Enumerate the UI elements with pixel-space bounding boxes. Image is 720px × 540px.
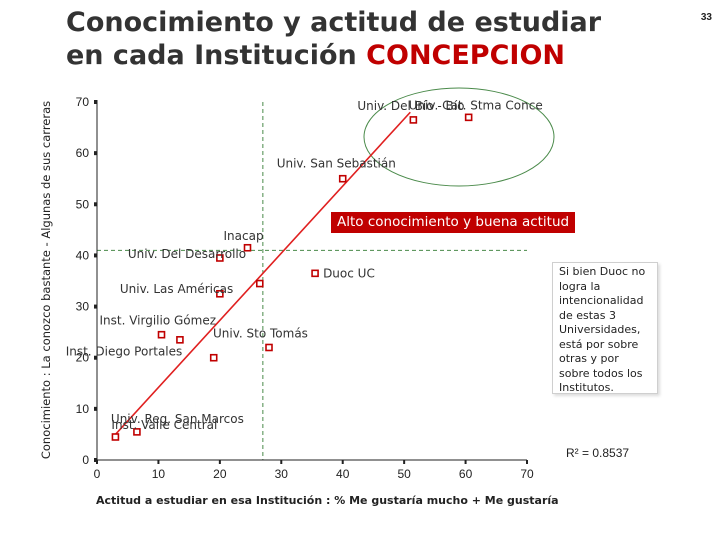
data-point [176,336,184,344]
y-tick-mark [94,253,97,258]
data-point-label: Univ. San Sebastián [277,157,396,171]
x-axis-label: Actitud a estudiar en esa Institución : … [96,494,559,507]
quadrant-banner: Alto conocimiento y buena actitud [331,212,576,233]
y-tick-mark [94,458,97,462]
x-tick-mark [341,460,344,464]
x-tick-label: 70 [520,467,534,481]
data-point [255,279,264,288]
x-tick-label: 50 [397,467,411,481]
data-point-label: Inst. Valle Central [111,418,217,432]
x-tick-mark [218,460,221,464]
x-tick-mark [96,460,98,464]
y-tick-mark [94,100,97,104]
data-point-label: Univ. Del Desarrollo [128,247,246,261]
x-tick-mark [403,460,406,464]
highlight-ellipse [363,87,555,187]
x-tick-mark [526,460,528,464]
data-point [133,428,141,436]
x-tick-label: 20 [213,467,227,481]
y-tick-mark [94,406,97,411]
data-point-label: Inst. Diego Portales [66,345,183,359]
x-tick-label: 0 [94,467,101,481]
data-point [209,353,218,362]
data-point-label: Inst. Virgilio Gómez [100,314,217,328]
y-tick-label: 30 [76,300,90,314]
x-tick-label: 40 [336,467,350,481]
data-point [216,254,224,262]
data-point [311,269,319,278]
x-tick-mark [464,460,467,464]
y-axis-label: Conocimiento : La conozco bastante - Alg… [39,100,53,460]
title-text: Conocimiento y actitud de estudiar en ca… [66,7,602,71]
y-tick-mark [94,151,97,156]
data-point [464,113,473,122]
y-tick-label: 40 [76,248,90,262]
title-highlight: CONCEPCION [366,40,565,71]
r-squared-label: R² = 0.8537 [566,446,630,460]
y-tick-label: 20 [76,351,90,365]
y-tick-label: 60 [76,146,90,160]
data-point-label: Duoc UC [323,266,375,280]
page-number: 33 [700,12,712,23]
callout-note: Si bien Duoc no logra la intencionalidad… [552,262,658,394]
data-point [409,116,418,124]
data-point-label: Univ. Cat. Stma Conce [409,98,543,112]
x-tick-mark [280,460,283,464]
x-tick-label: 30 [275,467,289,481]
data-point [243,243,252,252]
y-tick-label: 0 [82,453,89,467]
data-point-label: Univ. Las Américas [120,282,233,296]
x-tick-mark [157,460,160,464]
x-tick-label: 10 [152,467,166,481]
data-point [338,174,347,183]
y-tick-label: 50 [76,197,90,211]
data-point-label: Univ. Reg. San Marcos [111,412,244,426]
page-title: Conocimiento y actitud de estudiar en ca… [66,6,626,72]
y-tick-mark [94,355,97,360]
data-point [265,343,273,352]
y-tick-mark [94,202,97,207]
data-point [216,289,224,298]
y-tick-mark [94,304,97,309]
y-tick-label: 10 [76,402,90,416]
data-point [157,330,166,339]
x-tick-label: 60 [459,467,473,481]
data-point-label: Univ. Sto Tomás [213,326,308,340]
data-point-label: Inacap [224,229,264,243]
data-point-label: Univ. Del Bío - Bío [357,99,464,113]
data-point [111,433,120,441]
trend-line [114,111,411,435]
y-tick-label: 70 [76,95,90,109]
